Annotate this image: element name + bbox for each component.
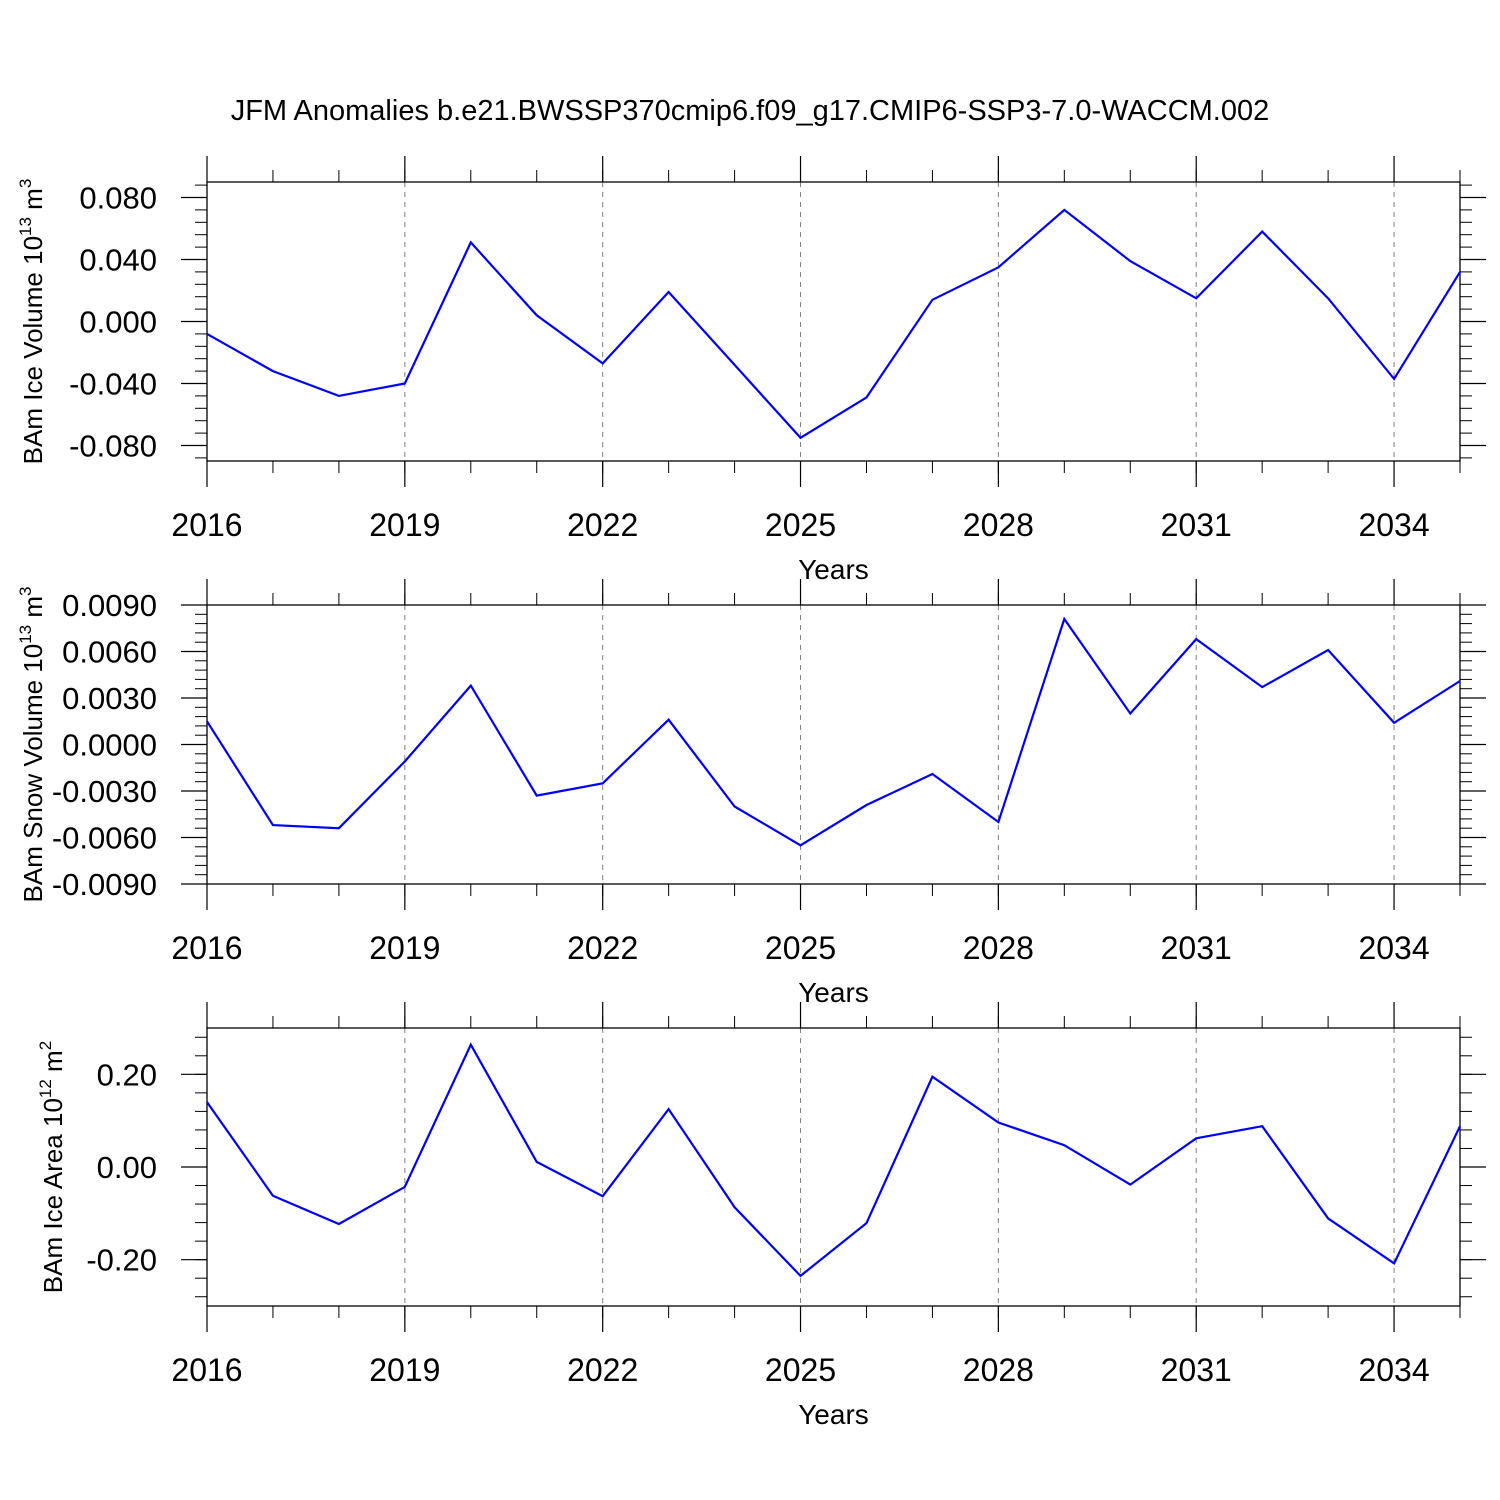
- y-tick-label: 0.000: [79, 305, 157, 340]
- x-tick-label: 2025: [765, 1352, 836, 1388]
- x-tick-label: 2028: [963, 930, 1034, 966]
- plot-frame: [206, 604, 1461, 885]
- chart-panel-1: 2016 2019 2022 2025 2028 2031 2034 Years 0.080 0.…: [16, 156, 1486, 585]
- plot-frame: [206, 181, 1461, 462]
- series-line: [206, 616, 1461, 847]
- x-tick-label: 2022: [567, 1352, 638, 1388]
- panels: 2016 2019 2022 2025 2028 2031 2034 Years 0.080 0.…: [16, 156, 1486, 1430]
- y-tick-label: 0.00: [97, 1150, 157, 1185]
- x-tick-label: 2019: [369, 507, 440, 543]
- x-axis-label: Years: [798, 554, 869, 585]
- y-tick-label: -0.20: [86, 1243, 157, 1278]
- x-tick-label: 2034: [1358, 1352, 1429, 1388]
- y-axis-label: BAm Snow Volume 1013 m3: [16, 587, 48, 903]
- y-axis-label: BAm Ice Area 1012 m2: [36, 1041, 68, 1293]
- x-tick-label: 2028: [963, 1352, 1034, 1388]
- y-tick-label: 0.0090: [62, 588, 157, 623]
- chart-title: JFM Anomalies b.e21.BWSSP370cmip6.f09_g1…: [231, 95, 1270, 127]
- x-tick-label: 2019: [369, 930, 440, 966]
- x-tick-label: 2025: [765, 930, 836, 966]
- y-tick-label: -0.080: [69, 429, 157, 464]
- x-axis-label: Years: [798, 977, 869, 1008]
- x-tick-label: 2022: [567, 930, 638, 966]
- x-tick-label: 2016: [171, 1352, 242, 1388]
- x-tick-label: 2025: [765, 507, 836, 543]
- chart-panel-2: 2016 2019 2022 2025 2028 2031 2034 Years 0.0090 0…: [16, 579, 1486, 1008]
- x-tick-label: 2016: [171, 930, 242, 966]
- x-tick-label: 2028: [963, 507, 1034, 543]
- chart-panel-3: 2016 2019 2022 2025 2028 2031 2034 Years 0.20 0.0…: [36, 1002, 1486, 1430]
- y-tick-label: 0.040: [79, 243, 157, 278]
- y-tick-label: 0.0000: [62, 728, 157, 763]
- series-line: [206, 1042, 1461, 1278]
- x-tick-label: 2031: [1161, 930, 1232, 966]
- y-tick-label: 0.20: [97, 1057, 157, 1092]
- y-tick-label: -0.0060: [52, 821, 157, 856]
- y-tick-label: -0.0090: [52, 867, 157, 902]
- x-tick-label: 2034: [1358, 930, 1429, 966]
- y-tick-label: 0.080: [79, 181, 157, 216]
- y-tick-label: -0.040: [69, 367, 157, 402]
- y-tick-label: -0.0030: [52, 774, 157, 809]
- y-axis-label: BAm Ice Volume 1013 m3: [16, 179, 48, 465]
- plot-frame: [206, 1027, 1461, 1307]
- x-tick-label: 2031: [1161, 1352, 1232, 1388]
- x-tick-label: 2034: [1358, 507, 1429, 543]
- y-tick-label: 0.0030: [62, 681, 157, 716]
- x-tick-label: 2019: [369, 1352, 440, 1388]
- x-tick-label: 2031: [1161, 507, 1232, 543]
- x-tick-label: 2016: [171, 507, 242, 543]
- x-axis-label: Years: [798, 1399, 869, 1430]
- y-tick-label: 0.0060: [62, 635, 157, 670]
- x-tick-label: 2022: [567, 507, 638, 543]
- series-line: [206, 208, 1461, 440]
